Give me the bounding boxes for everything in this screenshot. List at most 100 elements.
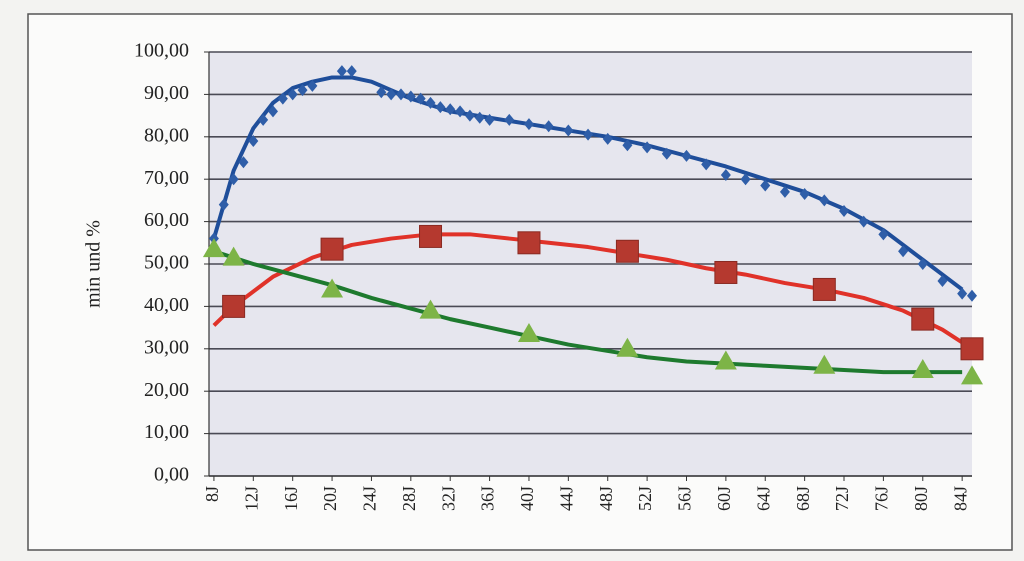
diamond-point <box>267 105 278 118</box>
diamond-point <box>504 113 515 126</box>
y-tick-label: 0,00 <box>154 464 189 486</box>
triangle-point <box>911 359 934 378</box>
diamond-point <box>474 111 485 124</box>
diamond-point <box>701 158 712 171</box>
diamond-point <box>760 179 771 192</box>
y-axis-title: min und % <box>83 220 105 308</box>
diamond-point <box>622 139 633 152</box>
y-tick-label: 40,00 <box>144 294 189 316</box>
triangle-point <box>714 350 737 370</box>
diamond-point <box>445 103 456 116</box>
diamond-point <box>218 198 229 211</box>
y-tick-label: 30,00 <box>144 336 189 358</box>
y-tick-label: 80,00 <box>144 124 189 146</box>
y-tick-label: 60,00 <box>144 209 189 231</box>
triangle-point <box>517 322 540 342</box>
square-point <box>714 260 738 284</box>
trend-line <box>213 249 963 375</box>
diamond-point <box>258 113 269 126</box>
x-tick-label: 24J <box>360 486 380 511</box>
diamond-point <box>405 90 416 103</box>
triangle-point <box>961 365 983 385</box>
diamond-point <box>543 120 554 133</box>
x-tick-label: 16J <box>281 486 301 511</box>
x-tick-label: 40J <box>517 486 537 511</box>
diamond-point <box>878 228 889 241</box>
x-tick-label: 84J <box>950 486 970 511</box>
x-tick-label: 52J <box>635 486 655 511</box>
square-point <box>222 294 246 318</box>
diamond-point <box>297 84 308 97</box>
diamond-point <box>248 135 259 148</box>
diamond-point <box>661 147 672 160</box>
diamond-point <box>720 168 731 181</box>
y-tick-label: 90,00 <box>144 82 189 104</box>
diamond-point <box>858 215 869 228</box>
x-tick-label: 12J <box>241 486 261 511</box>
triangle-point <box>222 246 245 266</box>
diamond-point <box>839 205 850 217</box>
diamond-point <box>957 287 968 300</box>
diamond-point <box>455 105 466 118</box>
square-point <box>911 307 935 331</box>
triangle-point <box>813 354 836 374</box>
diamond-point <box>376 86 387 99</box>
y-tick-label: 70,00 <box>144 167 189 189</box>
x-tick-label: 60J <box>714 486 734 511</box>
diamond-point <box>435 101 446 114</box>
diamond-point <box>819 194 830 207</box>
diamond-point <box>464 109 475 122</box>
square-point <box>615 239 639 263</box>
x-tick-label: 80J <box>911 486 931 511</box>
x-tick-label: 48J <box>596 486 616 511</box>
square-point <box>812 277 836 301</box>
diamond-point <box>346 65 357 78</box>
diamond-point <box>563 124 574 137</box>
x-tick-label: 36J <box>478 486 498 511</box>
diamond-point <box>395 88 406 101</box>
diamond-point <box>917 258 928 270</box>
diamond-point <box>937 274 948 287</box>
diamond-point <box>602 132 613 145</box>
diamond-point <box>898 245 909 258</box>
square-point <box>960 337 984 361</box>
diamond-point <box>415 92 426 105</box>
diamond-point <box>277 92 288 105</box>
diamond-point <box>799 188 810 201</box>
diamond-point <box>228 173 239 186</box>
triangle-point <box>202 238 225 258</box>
triangle-point <box>616 337 639 357</box>
triangle-point <box>321 278 344 298</box>
diamond-point <box>307 79 318 92</box>
y-tick-label: 20,00 <box>144 379 189 401</box>
square-point <box>517 231 541 255</box>
diamond-point <box>967 289 977 302</box>
x-tick-label: 28J <box>399 486 419 511</box>
x-tick-label: 56J <box>675 486 695 511</box>
diamond-point <box>681 149 692 162</box>
diamond-point <box>386 88 397 101</box>
diamond-point <box>642 141 653 154</box>
x-tick-label: 32J <box>438 486 458 511</box>
y-tick-label: 10,00 <box>144 421 189 443</box>
diamond-point <box>484 113 495 126</box>
diamond-point <box>336 65 347 78</box>
y-tick-label: 50,00 <box>144 252 189 274</box>
x-tick-label: 72J <box>832 486 852 511</box>
x-tick-label: 8J <box>202 486 222 502</box>
triangle-point <box>419 299 442 319</box>
x-tick-label: 68J <box>793 486 813 511</box>
diamond-point <box>583 128 594 141</box>
diamond-point <box>740 173 751 186</box>
diamond-point <box>287 88 298 101</box>
square-point <box>320 237 344 261</box>
diamond-point <box>779 185 790 198</box>
x-tick-label: 44J <box>556 486 576 511</box>
x-tick-label: 20J <box>320 486 340 511</box>
y-tick-label: 100,00 <box>134 40 189 62</box>
x-tick-label: 76J <box>872 486 892 511</box>
diamond-point <box>425 96 436 109</box>
diamond-point <box>523 118 534 131</box>
